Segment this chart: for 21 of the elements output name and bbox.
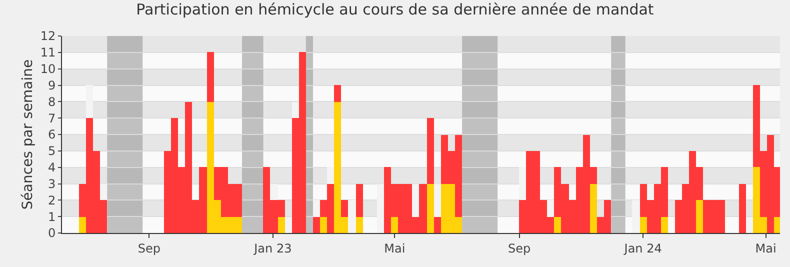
x-tick-label: Mai [384, 241, 406, 256]
x-tick-label: Sep [138, 241, 161, 256]
y-tick-label: 8 [48, 94, 56, 109]
y-tick-label: 10 [40, 62, 56, 76]
y-tick-label: 11 [40, 46, 56, 60]
x-tick-label: Mai [755, 241, 776, 256]
y-tick-label: 1 [48, 210, 56, 224]
x-tick-label: Sep [508, 241, 531, 256]
y-tick-label: 5 [48, 144, 56, 158]
y-tick-label: 7 [48, 111, 56, 126]
y-tick-label: 2 [48, 193, 56, 208]
y-axis-title: Séances par semaine [20, 59, 36, 210]
y-tick-label: 0 [48, 226, 56, 240]
y-tick-label: 9 [48, 78, 56, 92]
y-tick-label: 3 [48, 176, 56, 191]
y-tick-label: 12 [40, 29, 56, 44]
x-tick-label: Jan 23 [253, 241, 292, 256]
y-tick-label: 4 [48, 160, 56, 175]
x-tick-label: Jan 24 [623, 241, 662, 256]
y-tick-label: 6 [48, 128, 56, 142]
chart-title: Participation en hémicycle au cours de sa dernière année de mandat [136, 0, 654, 19]
